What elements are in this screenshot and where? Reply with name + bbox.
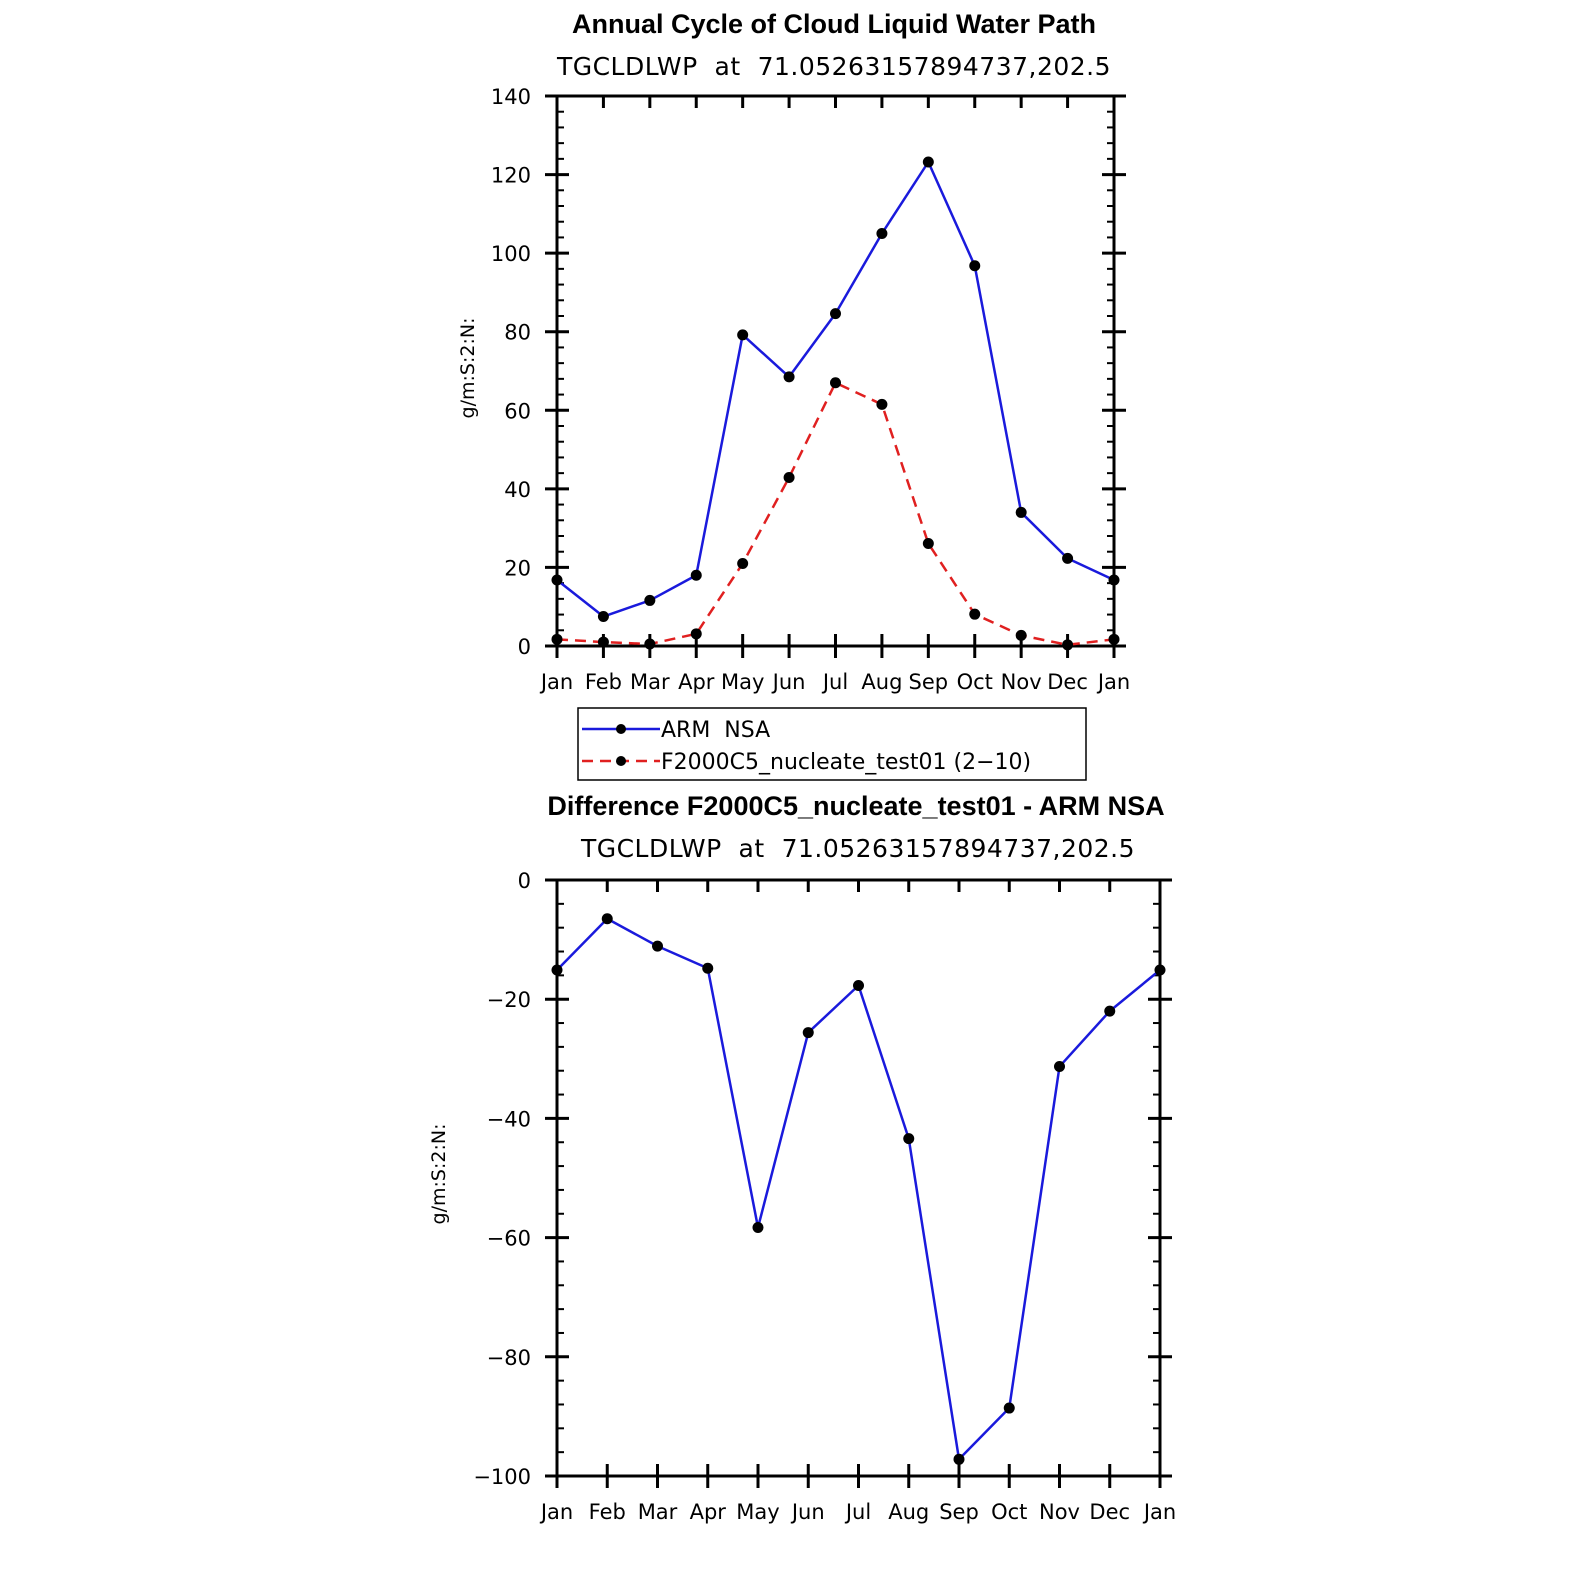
top-data-point-1 xyxy=(969,608,981,620)
bottom-data-point-0 xyxy=(752,1221,764,1233)
top-y-tick-label: 100 xyxy=(491,242,531,266)
top-data-point-1 xyxy=(1108,633,1120,645)
top-x-tick-label: Jul xyxy=(821,670,848,694)
top-data-point-0 xyxy=(969,260,981,272)
top-y-tick-label: 120 xyxy=(491,164,531,188)
top-data-point-0 xyxy=(1108,574,1120,586)
bottom-x-tick-label: Jan xyxy=(1142,1500,1176,1524)
bottom-y-tick-label: −20 xyxy=(487,988,531,1012)
top-data-point-0 xyxy=(922,156,934,168)
top-series-line-1 xyxy=(556,381,1115,647)
bottom-data-point-0 xyxy=(1104,1005,1116,1017)
bottom-data-point-0 xyxy=(601,913,613,925)
bottom-chart-subtitle: TGCLDLWP at 71.05263157894737,202.5 xyxy=(580,834,1135,863)
top-x-tick-label: Oct xyxy=(957,670,993,694)
bottom-y-tick-label: −60 xyxy=(487,1227,531,1251)
top-data-point-1 xyxy=(876,398,888,410)
top-y-tick-label: 0 xyxy=(518,635,531,659)
top-data-point-0 xyxy=(876,228,888,239)
top-x-tick-label: Aug xyxy=(861,670,902,694)
bottom-data-point-0 xyxy=(953,1453,965,1465)
bottom-x-tick-label: May xyxy=(736,1500,779,1524)
bottom-data-point-0 xyxy=(702,962,714,974)
bottom-x-tick-label: Mar xyxy=(638,1500,678,1524)
legend-model-label: F2000C5_nucleate_test01 (2−10) xyxy=(661,750,1031,775)
bottom-data-point-0 xyxy=(1003,1402,1015,1414)
top-data-point-1 xyxy=(1062,639,1074,651)
bottom-plot-area: −100 −80 −60 −40 −20 0 Jan Feb Mar Apr May Jun Jul Au… xyxy=(473,869,1176,1524)
bottom-data-point-0 xyxy=(1054,1061,1065,1073)
top-x-tick-label: May xyxy=(721,670,764,694)
bottom-x-tick-label: Jan xyxy=(539,1500,573,1524)
bottom-y-tick-label: −40 xyxy=(487,1107,531,1131)
top-data-point-1 xyxy=(922,537,934,549)
top-plot-area: 0 20 40 60 80 100 120 140 Jan Feb Mar Apr May Jun Jul A… xyxy=(491,85,1130,694)
top-data-point-1 xyxy=(1015,629,1027,641)
top-plot-frame xyxy=(555,94,1116,648)
bottom-x-tick-label: Dec xyxy=(1089,1500,1130,1524)
bottom-data-point-0 xyxy=(853,979,864,991)
top-data-point-0 xyxy=(783,371,795,383)
top-data-point-0 xyxy=(1062,552,1074,564)
top-y-tick-label: 20 xyxy=(504,556,531,580)
legend-arm-label: ARM NSA xyxy=(661,718,770,743)
bottom-data-point-0 xyxy=(551,964,563,976)
legend-box xyxy=(577,707,1087,781)
top-y-tick-label: 40 xyxy=(504,478,531,502)
top-data-point-0 xyxy=(690,569,702,581)
bottom-x-tick-label: Nov xyxy=(1039,1500,1080,1524)
top-x-tick-label: Sep xyxy=(909,670,949,694)
bottom-x-tick-label: Oct xyxy=(991,1500,1027,1524)
bottom-chart-title: Difference F2000C5_nucleate_test01 - ARM… xyxy=(547,791,1164,821)
top-data-point-0 xyxy=(737,329,749,341)
bottom-x-tick-label: Sep xyxy=(939,1500,979,1524)
top-data-point-1 xyxy=(551,633,563,645)
top-data-point-0 xyxy=(1015,506,1027,518)
top-data-point-1 xyxy=(783,471,795,483)
top-chart-subtitle: TGCLDLWP at 71.05263157894737,202.5 xyxy=(556,52,1111,81)
top-x-tick-label: Jan xyxy=(1096,670,1130,694)
bottom-y-axis-label: g/m:S:2:N: xyxy=(428,1124,450,1225)
bottom-y-tick-label: 0 xyxy=(518,869,531,893)
legend-model-marker xyxy=(616,756,626,766)
top-data-point-0 xyxy=(644,594,656,606)
top-x-tick-label: Dec xyxy=(1047,670,1088,694)
bottom-x-tick-label: Aug xyxy=(888,1500,929,1524)
top-data-point-0 xyxy=(597,611,609,623)
top-x-tick-label: Feb xyxy=(585,670,622,694)
legend: ARM NSA F2000C5_nucleate_test01 (2−10) xyxy=(577,707,1087,781)
top-x-tick-label: Jan xyxy=(539,670,573,694)
top-data-point-1 xyxy=(597,636,609,648)
top-data-point-1 xyxy=(690,628,702,640)
bottom-x-tick-label: Feb xyxy=(589,1500,626,1524)
top-x-tick-label: Jun xyxy=(771,670,806,694)
bottom-data-point-0 xyxy=(652,940,663,952)
bottom-y-tick-label: −80 xyxy=(487,1346,531,1370)
top-chart-title: Annual Cycle of Cloud Liquid Water Path xyxy=(572,9,1096,39)
top-data-point-1 xyxy=(830,377,841,389)
bottom-data-point-0 xyxy=(1154,964,1166,976)
top-y-tick-label: 60 xyxy=(504,399,531,423)
top-x-tick-label: Nov xyxy=(1001,670,1042,694)
bottom-y-tick-label: −100 xyxy=(473,1465,531,1489)
top-data-point-0 xyxy=(551,574,563,586)
top-series-line-0 xyxy=(556,160,1115,618)
bottom-plot-frame xyxy=(555,878,1162,1478)
bottom-data-point-0 xyxy=(903,1133,915,1145)
top-y-axis-label: g/m:S:2:N: xyxy=(457,318,479,419)
bottom-x-tick-label: Jun xyxy=(790,1500,825,1524)
bottom-x-tick-label: Apr xyxy=(690,1500,727,1524)
top-x-tick-label: Mar xyxy=(630,670,670,694)
top-data-point-1 xyxy=(737,558,749,569)
top-data-point-0 xyxy=(830,308,841,320)
bottom-x-tick-label: Jul xyxy=(844,1500,871,1524)
bottom-series-line-0 xyxy=(556,917,1161,1461)
legend-arm-marker xyxy=(616,724,626,734)
top-y-tick-label: 80 xyxy=(504,321,531,345)
bottom-data-point-0 xyxy=(802,1027,814,1039)
top-data-point-1 xyxy=(644,638,656,650)
top-x-tick-label: Apr xyxy=(678,670,715,694)
top-y-tick-label: 140 xyxy=(491,85,531,109)
